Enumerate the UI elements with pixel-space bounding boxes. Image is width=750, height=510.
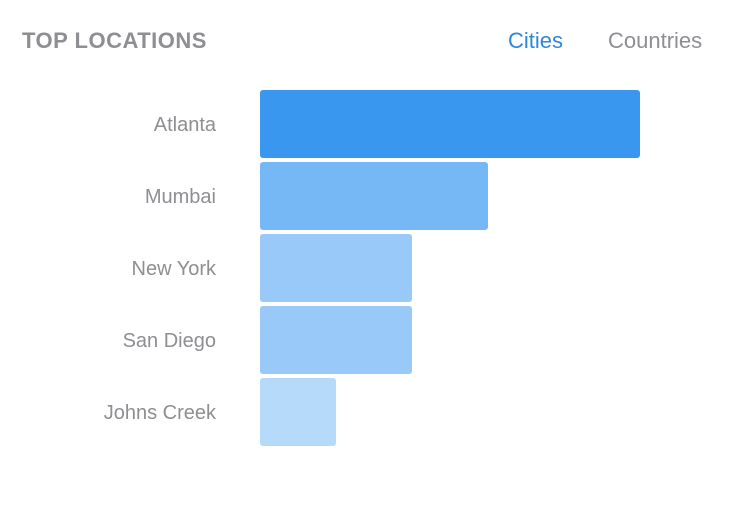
bar-san-diego — [260, 306, 412, 374]
bar-johns-creek — [260, 378, 336, 446]
tab-cities[interactable]: Cities — [508, 28, 564, 53]
bar-new-york — [260, 234, 412, 302]
category-label: Mumbai — [145, 186, 216, 208]
category-label: Johns Creek — [104, 402, 217, 424]
bar-mumbai — [260, 162, 488, 230]
category-label: San Diego — [123, 330, 216, 352]
chart-title: TOP LOCATIONS — [22, 28, 207, 53]
tab-countries[interactable]: Countries — [608, 28, 703, 53]
category-label: New York — [132, 258, 217, 280]
bar-atlanta — [260, 90, 640, 158]
category-label: Atlanta — [154, 114, 217, 136]
